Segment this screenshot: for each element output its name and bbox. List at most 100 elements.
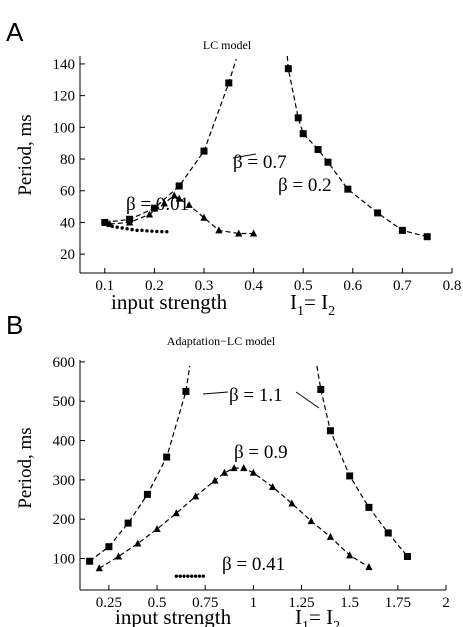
panel-a-title: LC model (203, 38, 252, 52)
panel-a-y-tick-label: 100 (53, 120, 76, 136)
panel-b-series-0-point (182, 387, 190, 395)
panel-b: B Adaptation−LC model Period, ms 0.25 0.5… (6, 310, 450, 627)
panel-b-series-1-point (191, 492, 200, 500)
panel-b-ticks: 0.25 0.5 0.75 1 1.25 1.5 1.75 2 100 200 300 400 500 6… (53, 355, 450, 611)
panel-b-x-tick-label: 1 (250, 595, 258, 611)
panel-a: A LC model Period, ms 0.1 0.2 0.3 0.4 0.5 0.6… (6, 17, 461, 319)
panel-b-axes (79, 360, 446, 591)
panel-a-series-1-point (160, 199, 168, 207)
panel-a-series-0-point (314, 146, 322, 154)
panel-a-series-0-point (150, 204, 158, 212)
panel-b-series-0-point (105, 543, 113, 551)
panel-a-xlabel-eq: I1= I2 (290, 290, 335, 319)
panel-b-y-tick-label: 200 (53, 512, 76, 528)
panel-a-y-tick-label: 20 (60, 247, 75, 263)
panel-a-series-1-point (235, 229, 243, 237)
panel-b-series-0-point (403, 553, 411, 561)
panel-a-series-1-point (145, 210, 154, 218)
panel-a-series-0-point (200, 147, 208, 155)
panel-a-xlabel: input strength (111, 290, 228, 314)
panel-b-y-tick-label: 600 (53, 355, 76, 371)
panel-b-x-tick-label: 1.25 (288, 595, 314, 611)
panel-a-xlabel-eq-mid: = I (304, 290, 328, 314)
panel-b-y-tick-label: 300 (53, 473, 76, 489)
panel-b-series-0-curve (316, 365, 408, 557)
panel-a-x-tick-label: 0.5 (294, 278, 313, 294)
panel-b-title: Adaptation−LC model (167, 334, 276, 348)
panel-a-series-2-point (130, 227, 134, 232)
panel-b-ylabel: Period, ms (15, 427, 36, 508)
panel-b-series-0-point (163, 453, 171, 461)
panel-a-y-tick-label: 140 (53, 57, 76, 73)
panel-b-series-0-point (124, 519, 132, 527)
panel-a-series-1-point (126, 218, 134, 226)
panel-a-series-0-point (423, 233, 431, 241)
panel-b-series-2-point (201, 574, 205, 578)
panel-b-series-0-point (365, 503, 373, 511)
panel-b-series-1-point (288, 499, 296, 507)
panel-a-series-1-point (170, 191, 178, 199)
panel-a-series-0-point (284, 65, 292, 73)
panel-a-label-beta-0-01: β = 0.01 (126, 194, 189, 215)
panel-a-marks (101, 65, 431, 241)
panel-a-x-tick-label: 0.1 (95, 278, 114, 294)
panel-b-label-beta-0-9: β = 0.9 (234, 442, 288, 463)
panel-b-y-tick-label: 100 (53, 551, 76, 567)
panel-b-series-1-point (134, 539, 142, 547)
panel-b-series-0-point (317, 385, 325, 393)
panel-b-marks (86, 385, 411, 578)
panel-a-label: A (6, 17, 24, 47)
panel-b-x-tick-label: 1.5 (340, 595, 359, 611)
panel-a-series-1-point (175, 194, 183, 202)
panel-b-series-2-point (186, 574, 190, 578)
panel-a-series-0-point (101, 218, 109, 226)
panel-b-y-tick-label: 400 (53, 434, 76, 450)
panel-b-series-2-point (178, 574, 182, 578)
panel-a-series-2-point (135, 228, 139, 233)
panel-a-y-tick-label: 120 (53, 89, 76, 105)
panel-b-series-1-point (220, 468, 229, 476)
panel-a-x-tick-label: 0.8 (443, 278, 462, 294)
panel-b-x-tick-label: 0.75 (192, 595, 218, 611)
panel-b-series-2-point (174, 574, 179, 578)
panel-b-series-0-point (143, 490, 151, 498)
panel-a-series-0-point (344, 185, 352, 193)
panel-a-y-tick-label: 80 (60, 152, 75, 168)
panel-b-xlabel-eq-sub2: 2 (333, 619, 340, 627)
panel-b-series-1-point (211, 476, 219, 484)
panel-a-x-tick-label: 0.2 (145, 278, 164, 294)
panel-a-x-tick-label: 0.6 (343, 278, 362, 294)
panel-a-series-0-point (374, 209, 382, 217)
panel-b-series-1-point (307, 517, 315, 525)
panel-a-series-1-curve (109, 194, 254, 235)
panel-a-series-1-point (250, 229, 258, 237)
panel-a-series-1-point (215, 226, 223, 234)
panel-a-series-2-point (140, 228, 144, 233)
panel-a-pointer-0-7 (232, 153, 257, 159)
panel-b-series-1-point (269, 482, 277, 490)
panel-b-series-2-point (193, 574, 198, 578)
panel-a-label-beta-0-7: β = 0.7 (233, 152, 287, 173)
panel-b-x-tick-label: 0.25 (96, 595, 122, 611)
panel-b-series-0-point (326, 427, 334, 435)
panel-b-series-0-curve (89, 365, 191, 562)
panel-b-series-2-point (190, 574, 194, 578)
panel-b-xlabel: input strength (115, 605, 232, 627)
panel-b-series-2-point (197, 574, 202, 578)
panel-b-series-1-point (240, 464, 248, 472)
panel-b-xlabel-eq: I1= I2 (295, 605, 340, 627)
panel-b-series-1-point (326, 532, 335, 540)
panel-a-xlabel-eq-base: I (290, 290, 297, 314)
panel-a-ticks: 0.1 0.2 0.3 0.4 0.5 0.6 0.7 0.8 20 40 60 80 100 120 14… (53, 57, 462, 294)
panel-b-series-1-point (249, 468, 257, 476)
panel-a-series-2-point (110, 224, 114, 229)
panel-b-xlabel-eq-sub1: 1 (302, 619, 309, 627)
panel-b-xlabel-eq-base: I (295, 605, 302, 627)
panel-a-series-0-point (175, 182, 183, 190)
panel-a-x-tick-label: 0.3 (195, 278, 214, 294)
panel-b-series-2-point (182, 574, 186, 578)
panel-a-series-2-point (150, 229, 154, 233)
panel-a-series-0-point (398, 226, 406, 234)
panel-b-series-1-point (95, 564, 103, 572)
